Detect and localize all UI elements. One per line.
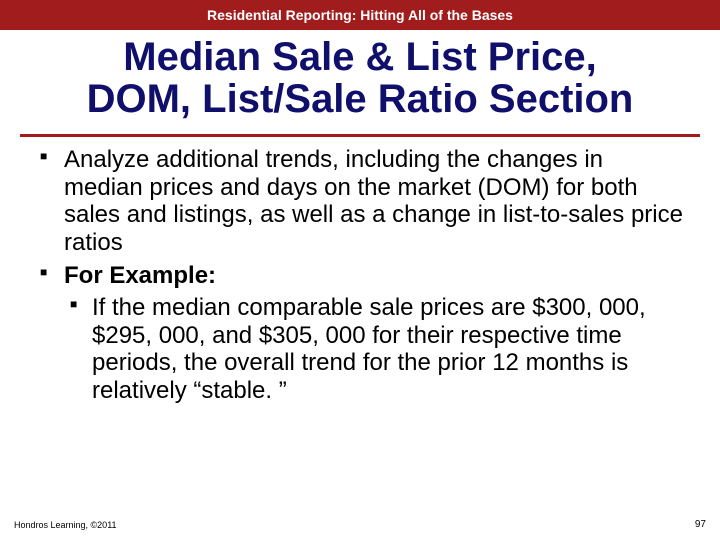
sub-bullet-text: If the median comparable sale prices are… bbox=[92, 294, 646, 404]
bullet-item: For Example: If the median comparable sa… bbox=[36, 262, 684, 404]
slide: Residential Reporting: Hitting All of th… bbox=[0, 0, 720, 540]
bullet-text: For Example: bbox=[64, 262, 216, 289]
bullet-item: Analyze additional trends, including the… bbox=[36, 146, 684, 256]
title-divider bbox=[20, 134, 700, 137]
header-text: Residential Reporting: Hitting All of th… bbox=[207, 7, 513, 23]
title-line-2: DOM, List/Sale Ratio Section bbox=[20, 78, 700, 120]
footer-copyright: Hondros Learning, ©2011 bbox=[14, 520, 117, 530]
body-content: Analyze additional trends, including the… bbox=[36, 146, 684, 410]
header-bar: Residential Reporting: Hitting All of th… bbox=[0, 0, 720, 30]
bullet-text: Analyze additional trends, including the… bbox=[64, 146, 683, 256]
page-number: 97 bbox=[695, 519, 706, 530]
slide-title: Median Sale & List Price, DOM, List/Sale… bbox=[0, 36, 720, 120]
title-line-1: Median Sale & List Price, bbox=[20, 36, 700, 78]
sub-bullet-list: If the median comparable sale prices are… bbox=[64, 294, 684, 404]
bullet-list: Analyze additional trends, including the… bbox=[36, 146, 684, 404]
sub-bullet-item: If the median comparable sale prices are… bbox=[64, 294, 684, 404]
